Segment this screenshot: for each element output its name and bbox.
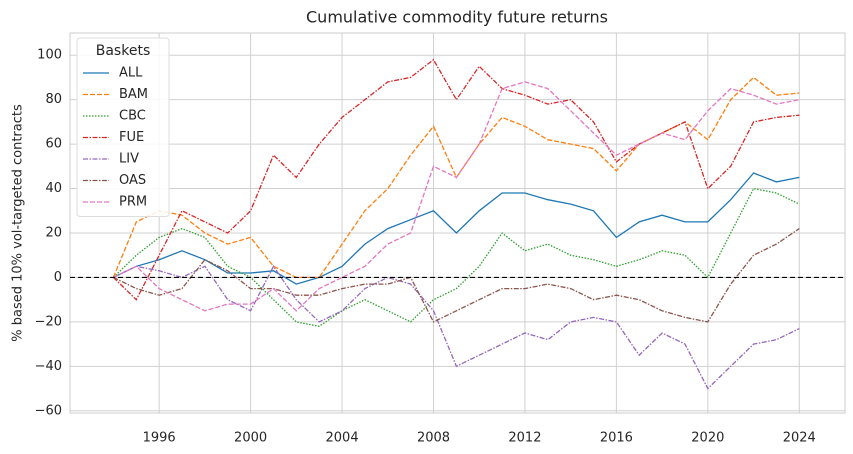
legend-title: Baskets bbox=[96, 43, 150, 59]
x-tick-label: 2008 bbox=[417, 431, 450, 446]
y-tick-label: −40 bbox=[35, 359, 62, 374]
x-tick-label: 2024 bbox=[783, 431, 816, 446]
series-line bbox=[112, 58, 800, 301]
x-tick-label: 2020 bbox=[691, 431, 724, 446]
y-tick-label: −20 bbox=[35, 314, 62, 329]
x-tick-label: 1996 bbox=[143, 431, 176, 446]
y-tick-label: 0 bbox=[54, 270, 62, 285]
y-tick-label: 60 bbox=[45, 137, 62, 152]
y-tick-label: −60 bbox=[35, 403, 62, 418]
legend-box bbox=[76, 37, 170, 217]
legend-label: FUE bbox=[119, 130, 144, 145]
x-tick-label: 2012 bbox=[508, 431, 541, 446]
x-tick-label: 2004 bbox=[326, 431, 359, 446]
legend-label: ALL bbox=[119, 66, 143, 81]
series-line bbox=[113, 265, 800, 390]
series-line bbox=[113, 172, 800, 285]
legend: Baskets ALL BAM CBC FUE LIV OAS PRM bbox=[76, 37, 170, 217]
chart-title: Cumulative commodity future returns bbox=[306, 8, 608, 27]
y-tick-label: 80 bbox=[45, 92, 62, 107]
legend-label: LIV bbox=[119, 152, 139, 167]
x-tick-label: 2016 bbox=[600, 431, 633, 446]
y-tick-label: 40 bbox=[45, 181, 62, 196]
x-tick-label: 2000 bbox=[234, 431, 267, 446]
legend-label: PRM bbox=[119, 195, 147, 210]
legend-label: OAS bbox=[119, 173, 146, 188]
y-axis-label: % based 10% vol-targeted contracts bbox=[11, 104, 26, 342]
series-line bbox=[113, 81, 800, 312]
series-line bbox=[112, 187, 800, 327]
y-tick-label: 100 bbox=[37, 48, 62, 63]
plot-frame bbox=[69, 32, 846, 414]
legend-label: BAM bbox=[119, 87, 148, 102]
legend-label: CBC bbox=[119, 109, 146, 124]
series-line bbox=[113, 228, 800, 323]
y-tick-label: 20 bbox=[45, 226, 62, 241]
